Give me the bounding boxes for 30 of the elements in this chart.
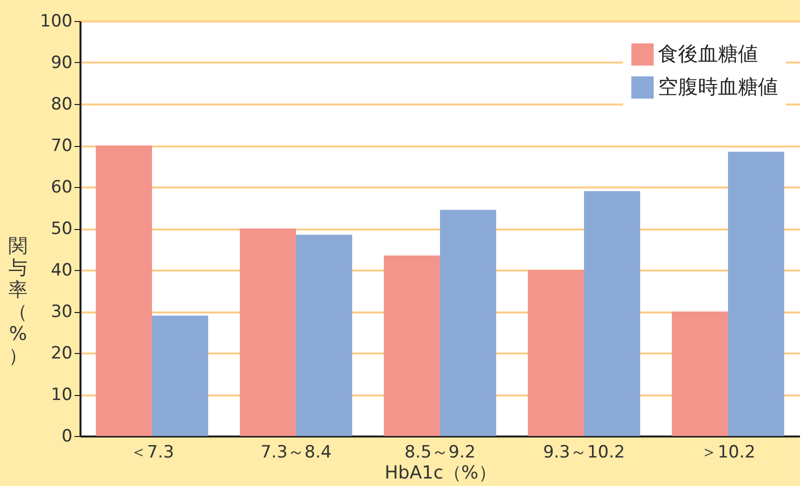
bar	[672, 312, 728, 436]
y-tick-label: 70	[50, 136, 72, 156]
bar	[584, 191, 640, 436]
legend-label: 空腹時血糖値	[658, 74, 778, 98]
bar	[384, 255, 440, 436]
bar	[152, 316, 208, 436]
y-tick-label: 30	[50, 302, 72, 322]
y-tick-label: 90	[50, 53, 72, 73]
y-tick-label: 0	[62, 426, 72, 446]
y-tick-label: 50	[50, 219, 72, 239]
y-tick-label: 10	[50, 385, 72, 405]
x-tick-label: 8.5～9.2	[404, 442, 476, 462]
bar	[528, 270, 584, 436]
bar	[240, 228, 296, 436]
y-tick-label: 60	[50, 178, 72, 198]
x-tick-label: 7.3～8.4	[260, 442, 332, 462]
bar	[96, 146, 152, 436]
bar	[296, 234, 352, 436]
y-tick-label: 80	[50, 94, 72, 114]
y-tick-label: 20	[50, 344, 72, 364]
x-tick-label: ＜7.3	[130, 442, 174, 462]
y-axis-title: 関与率（%）	[8, 235, 28, 367]
y-tick-label: 40	[50, 260, 72, 280]
x-tick-label: 9.3～10.2	[543, 442, 625, 462]
bar	[728, 152, 784, 436]
bar	[440, 210, 496, 436]
y-tick-label: 100	[40, 12, 72, 32]
legend-label: 食後血糖値	[658, 42, 758, 66]
x-axis-title: HbA1c（%）	[384, 462, 496, 484]
x-tick-label: ＞10.2	[700, 442, 756, 462]
